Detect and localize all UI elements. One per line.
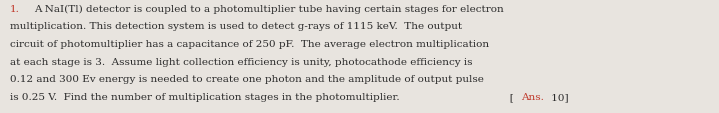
Text: 10]: 10] <box>548 92 569 101</box>
Text: 1.: 1. <box>10 5 20 13</box>
Text: 0.12 and 300 Ev energy is needed to create one photon and the amplitude of outpu: 0.12 and 300 Ev energy is needed to crea… <box>10 75 484 84</box>
Text: circuit of photomultiplier has a capacitance of 250 pF.  The average electron mu: circuit of photomultiplier has a capacit… <box>10 40 489 48</box>
Text: is 0.25 V.  Find the number of multiplication stages in the photomultiplier.: is 0.25 V. Find the number of multiplica… <box>10 92 400 101</box>
Text: Ans.: Ans. <box>521 92 544 101</box>
Text: A NaI(Tl) detector is coupled to a photomultiplier tube having certain stages fo: A NaI(Tl) detector is coupled to a photo… <box>34 5 503 14</box>
Text: at each stage is 3.  Assume light collection efficiency is unity, photocathode e: at each stage is 3. Assume light collect… <box>10 57 472 66</box>
Text: [: [ <box>500 92 513 101</box>
Text: multiplication. This detection system is used to detect g-rays of 1115 keV.  The: multiplication. This detection system is… <box>10 22 462 31</box>
